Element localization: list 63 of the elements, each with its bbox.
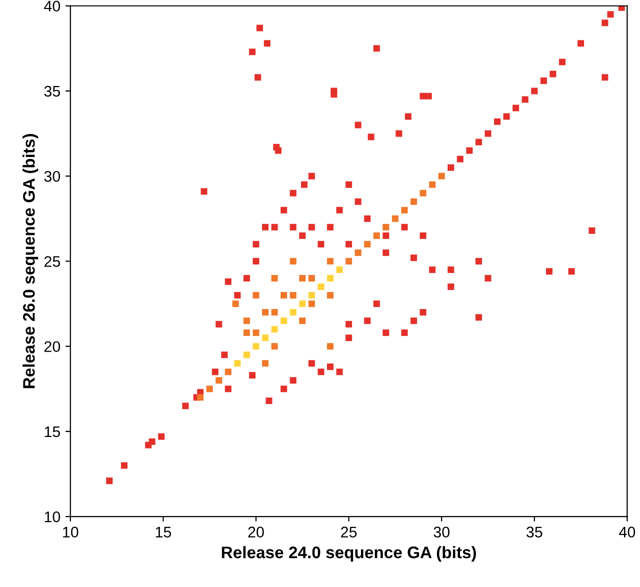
point <box>252 292 260 299</box>
point <box>206 386 213 392</box>
point <box>224 368 232 376</box>
point <box>401 206 408 214</box>
y-tick-label: 30 <box>44 170 60 182</box>
point <box>392 215 398 222</box>
point <box>308 274 315 282</box>
x-tick-label: 20 <box>248 526 264 538</box>
y-tick-label: 40 <box>44 0 60 12</box>
y-tick-label: 10 <box>44 511 60 522</box>
point <box>280 318 288 324</box>
y-tick-label: 35 <box>44 86 60 97</box>
point <box>243 329 250 336</box>
point <box>262 360 269 367</box>
point <box>382 224 390 230</box>
point <box>438 172 445 180</box>
point <box>308 300 315 308</box>
point <box>271 274 278 282</box>
x-tick-label: 10 <box>63 526 78 538</box>
point <box>271 309 278 316</box>
point <box>290 258 296 264</box>
point <box>243 318 250 324</box>
x-tick-label: 40 <box>619 526 636 538</box>
point <box>326 343 334 350</box>
point <box>420 190 426 196</box>
y-tick-label: 15 <box>44 426 60 438</box>
point <box>243 352 250 358</box>
point <box>234 360 241 367</box>
point <box>280 292 288 299</box>
point <box>290 309 296 316</box>
point <box>318 283 324 290</box>
point <box>373 232 380 239</box>
y-tick-label: 25 <box>44 256 60 267</box>
point <box>299 300 306 308</box>
x-tick-label: 25 <box>341 526 357 538</box>
point <box>326 292 334 299</box>
point <box>364 240 371 248</box>
x-axis-title: Release 24.0 sequence GA (bits) <box>222 546 476 562</box>
point <box>326 274 334 282</box>
point <box>252 329 260 336</box>
point <box>429 181 436 188</box>
point <box>336 266 343 273</box>
point <box>197 394 204 401</box>
x-tick-label: 30 <box>434 526 450 538</box>
y-tick-label: 20 <box>44 341 60 352</box>
point <box>262 334 269 342</box>
point <box>299 318 306 324</box>
x-tick-label: 35 <box>526 526 542 538</box>
point <box>271 326 278 333</box>
point <box>308 292 315 299</box>
x-tick-label: 15 <box>156 526 172 538</box>
point <box>262 309 269 316</box>
point <box>299 274 306 282</box>
point <box>290 292 296 299</box>
point <box>216 377 222 384</box>
point <box>354 249 362 256</box>
point <box>410 198 418 205</box>
y-axis-title: Release 26.0 sequence GA (bits) <box>22 134 38 388</box>
point <box>326 258 334 264</box>
point <box>232 300 239 308</box>
point <box>346 258 352 264</box>
point <box>252 343 260 350</box>
point <box>271 343 278 350</box>
